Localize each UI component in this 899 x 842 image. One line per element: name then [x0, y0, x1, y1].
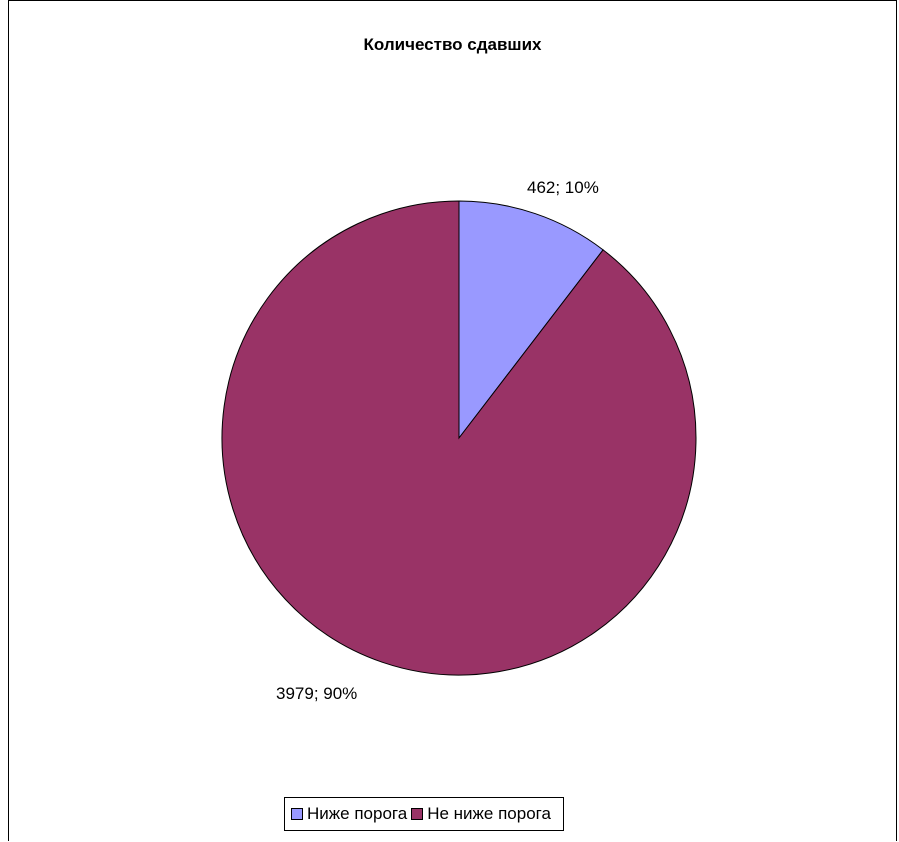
legend-swatch-below-threshold — [291, 808, 303, 820]
data-label-not-below-threshold: 3979; 90% — [276, 684, 357, 703]
pie-chart: 462; 10% 3979; 90% — [221, 178, 697, 703]
chart-title: Количество сдавших — [363, 35, 542, 54]
chart-area: Количество сдавших 462; 10% 3979; 90% Ни… — [8, 0, 897, 841]
pie-slice-below-threshold — [458, 200, 604, 440]
legend-swatch-not-below-threshold — [411, 808, 424, 820]
legend-item-below-threshold: Ниже порога — [291, 804, 407, 824]
legend: Ниже порога Не ниже порога — [284, 797, 564, 831]
pie-slice-not-below-threshold — [221, 200, 697, 676]
legend-item-not-below-threshold: Не ниже порога — [411, 804, 551, 824]
data-label-below-threshold: 462; 10% — [527, 178, 599, 197]
legend-label-not-below-threshold: Не ниже порога — [427, 804, 551, 823]
legend-label-below-threshold: Ниже порога — [307, 804, 408, 823]
